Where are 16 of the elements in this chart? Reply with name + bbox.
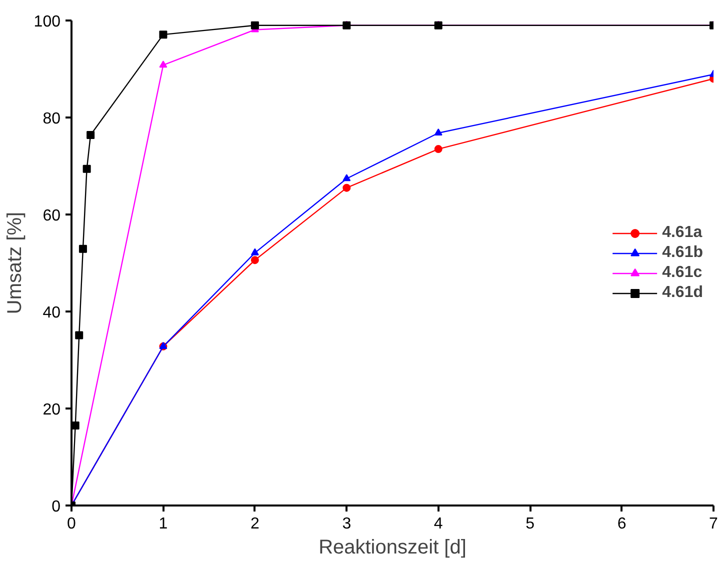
x-tick-label: 2 — [250, 516, 260, 532]
x-tick-label: 6 — [617, 516, 626, 532]
y-tick-label: 20 — [42, 402, 61, 418]
y-tick-label: 80 — [42, 110, 61, 128]
x-tick-label: 1 — [158, 516, 168, 532]
y-tick-label: 100 — [34, 14, 61, 30]
x-tick-label: 7 — [709, 516, 718, 532]
y-tick-label: 0 — [52, 498, 61, 516]
y-tick-label: 40 — [42, 304, 61, 322]
x-tick-label: 5 — [526, 516, 535, 532]
y-axis-title: Umsatz [%] — [4, 212, 26, 314]
x-tick-label: 3 — [342, 516, 352, 532]
x-tick-label: 0 — [67, 516, 76, 532]
x-tick-label: 4 — [434, 516, 443, 532]
x-axis-title: Reaktionszeit [d] — [318, 536, 466, 558]
y-tick-label: 60 — [42, 208, 61, 224]
